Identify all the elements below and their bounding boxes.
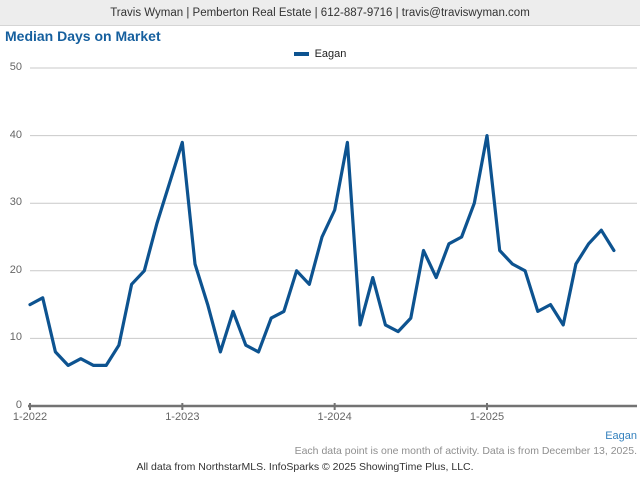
chart-canvas[interactable] (0, 0, 640, 430)
y-axis-label-50: 50 (9, 61, 22, 73)
x-axis-label-1-2022: 1-2022 (12, 411, 48, 423)
agent-contact-line: Travis Wyman | Pemberton Real Estate | 6… (110, 6, 530, 19)
legend-series-label: Eagan (314, 48, 347, 60)
chart-legend: Eagan (0, 48, 640, 60)
attribution-caption: All data from NorthstarMLS. InfoSparks ©… (136, 461, 474, 473)
y-axis-label-30: 30 (9, 196, 22, 209)
y-axis-label-10: 10 (9, 331, 22, 344)
series-line-eagan[interactable] (28, 134, 616, 367)
header-bar: Travis Wyman | Pemberton Real Estate | 6… (0, 0, 640, 26)
data-note-caption: Each data point is one month of activity… (294, 445, 637, 457)
x-axis-label-1-2025: 1-2025 (469, 411, 505, 423)
legend-line-swatch-icon (293, 52, 309, 56)
y-axis-label-0: 0 (15, 399, 22, 411)
page-title: Median Days on Market (5, 28, 161, 44)
y-axis-label-20: 20 (9, 263, 22, 276)
x-axis-label-1-2024: 1-2024 (317, 411, 352, 423)
series-caption: Eagan (605, 430, 637, 442)
x-axis-label-1-2023: 1-2023 (165, 411, 200, 423)
y-axis-label-40: 40 (9, 128, 22, 141)
